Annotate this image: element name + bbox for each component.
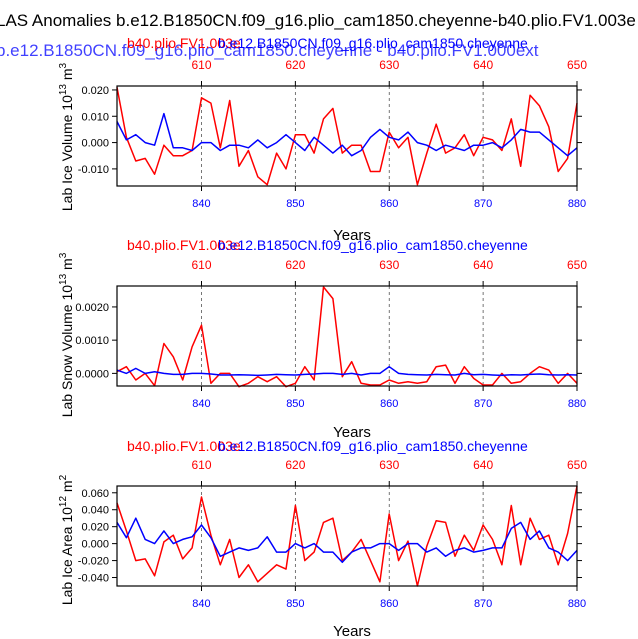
blue-series-line <box>116 365 578 377</box>
x-tick-label-top: 620 <box>285 58 305 72</box>
y-axis-label-unit: m <box>59 258 75 274</box>
x-tick-label-bottom: 850 <box>286 598 304 610</box>
panel-title-blue: b.e12.B1850CN.f09_g16.plio_cam1850.cheye… <box>218 35 528 51</box>
y-tick-label: 0.0000 <box>75 368 109 380</box>
x-tick-label-bottom: 880 <box>568 398 586 410</box>
x-tick-label-top: 640 <box>473 258 493 272</box>
y-axis-label: Lab Ice Area 1012 m2 <box>58 474 75 605</box>
x-tick-label-bottom: 840 <box>192 398 210 410</box>
main-title: LAS Anomalies b.e12.B1850CN.f09_g16.plio… <box>0 11 636 30</box>
y-axis-label-unit: m <box>59 68 75 84</box>
panel-title-red: b40.plio.FV1.003e <box>127 237 241 253</box>
y-axis-label-exp: 12 <box>58 496 69 508</box>
x-tick-label-bottom: 860 <box>380 598 398 610</box>
x-tick-label-top: 620 <box>285 458 305 472</box>
panel-lab-ice-area: b40.plio.FV1.003e b.e12.B1850CN.f09_g16.… <box>58 438 587 639</box>
x-tick-label-bottom: 870 <box>474 398 492 410</box>
x-tick-label-top: 650 <box>567 458 587 472</box>
panel-lab-ice-volume: b40.plio.FV1.003e b.e12.B1850CN.f09_g16.… <box>58 35 587 244</box>
panel-title-blue: b.e12.B1850CN.f09_g16.plio_cam1850.cheye… <box>218 438 528 454</box>
x-axis-label: Years <box>333 623 371 639</box>
panel-title-blue: b.e12.B1850CN.f09_g16.plio_cam1850.cheye… <box>218 237 528 253</box>
x-tick-label-bottom: 880 <box>568 598 586 610</box>
svg-text:Lab Snow Volume 1013 m3: Lab Snow Volume 1013 m3 <box>58 252 75 417</box>
blue-series-line <box>116 112 578 157</box>
x-tick-label-top: 630 <box>379 58 399 72</box>
x-tick-label-top: 630 <box>379 258 399 272</box>
x-axis-label: Years <box>333 424 371 441</box>
overlay-title: b.e12.B1850CN.f09_g16.plio_cam1850.cheye… <box>0 41 539 60</box>
y-tick-label: 0.060 <box>81 488 109 500</box>
y-axis-label-text: Lab Snow Volume 10 <box>59 285 75 418</box>
x-tick-label-top: 640 <box>473 58 493 72</box>
y-axis-label-unit-exp: 3 <box>58 62 69 68</box>
x-tick-label-top: 610 <box>191 258 211 272</box>
y-tick-label: 0.040 <box>81 505 109 517</box>
x-tick-label-bottom: 840 <box>192 598 210 610</box>
y-tick-label: 0.000 <box>81 138 109 150</box>
x-tick-label-bottom: 850 <box>286 198 304 210</box>
x-tick-label-bottom: 870 <box>474 198 492 210</box>
x-tick-label-top: 610 <box>191 458 211 472</box>
y-tick-label: 0.0010 <box>75 335 109 347</box>
x-tick-label-top: 610 <box>191 58 211 72</box>
plot-frame <box>116 285 578 387</box>
y-tick-label: -0.010 <box>78 164 109 176</box>
y-tick-label: 0.000 <box>81 539 109 551</box>
y-axis-label-exp: 13 <box>58 273 69 285</box>
plot-frame <box>116 485 578 587</box>
plot-frame <box>116 85 578 187</box>
panel-title-red: b40.plio.FV1.003e <box>127 438 241 454</box>
y-tick-label: 0.020 <box>81 522 109 534</box>
x-tick-label-bottom: 860 <box>380 198 398 210</box>
x-tick-label-top: 640 <box>473 458 493 472</box>
y-tick-label: -0.020 <box>78 556 109 568</box>
panel-lab-snow-volume: b40.plio.FV1.003e b.e12.B1850CN.f09_g16.… <box>58 237 587 441</box>
y-axis-label-text: Lab Ice Volume 10 <box>59 95 75 211</box>
x-tick-label-bottom: 850 <box>286 398 304 410</box>
y-axis-label: Lab Ice Volume 1013 m3 <box>58 62 75 211</box>
x-tick-label-top: 650 <box>567 258 587 272</box>
y-tick-label: 0.020 <box>81 85 109 97</box>
x-tick-label-bottom: 880 <box>568 198 586 210</box>
x-tick-label-top: 650 <box>567 58 587 72</box>
y-axis-label-unit: m <box>59 480 75 496</box>
y-tick-label: 0.0020 <box>75 302 109 314</box>
y-axis-label-unit-exp: 2 <box>58 474 69 480</box>
y-axis-label: Lab Snow Volume 1013 m3 <box>58 252 75 417</box>
blue-series-line <box>116 517 578 564</box>
svg-text:Lab Ice Volume 1013 m3: Lab Ice Volume 1013 m3 <box>58 62 75 211</box>
y-axis-label-text: Lab Ice Area 10 <box>59 507 75 605</box>
y-axis-label-unit-exp: 3 <box>58 252 69 258</box>
x-axis-label: Years <box>333 227 371 244</box>
svg-text:Lab Ice Area 1012 m2: Lab Ice Area 1012 m2 <box>58 474 75 605</box>
x-tick-label-top: 630 <box>379 458 399 472</box>
red-series-line <box>116 87 578 186</box>
x-tick-label-top: 620 <box>285 258 305 272</box>
x-tick-label-bottom: 860 <box>380 398 398 410</box>
y-tick-label: 0.010 <box>81 111 109 123</box>
y-axis-label-exp: 13 <box>58 84 69 96</box>
x-tick-label-bottom: 840 <box>192 198 210 210</box>
x-tick-label-bottom: 870 <box>474 598 492 610</box>
y-tick-label: -0.040 <box>78 573 109 585</box>
red-series-line <box>116 286 578 388</box>
panel-title-red: b40.plio.FV1.003e <box>127 35 241 51</box>
